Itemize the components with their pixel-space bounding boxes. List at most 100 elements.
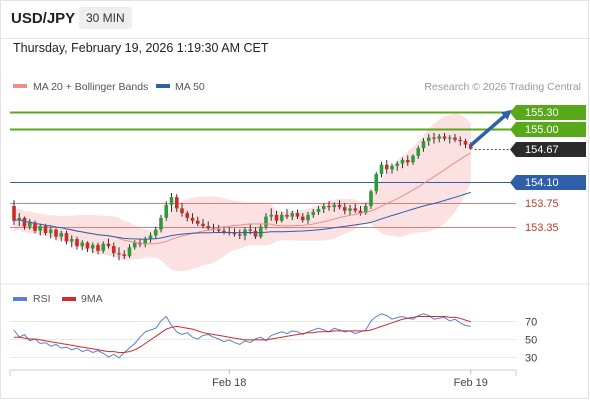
candle-body: [384, 164, 389, 170]
candle: [279, 211, 284, 223]
candle: [458, 136, 463, 146]
candle: [353, 203, 358, 214]
level-label-5: 153.35: [525, 222, 559, 234]
candle: [269, 208, 274, 221]
ma50-line: [13, 191, 471, 240]
timestamp: Thursday, February 19, 2026 1:19:30 AM C…: [13, 41, 269, 55]
candle-body: [222, 230, 226, 232]
x-axis-ticks: Feb 18 Feb 19: [212, 370, 488, 389]
candle: [80, 240, 85, 251]
candle-body: [390, 165, 394, 170]
candle-body: [143, 239, 148, 245]
x-tick-label: Feb 19: [454, 377, 488, 389]
candle: [159, 214, 163, 233]
timeframe-badge[interactable]: 30 MIN: [79, 7, 132, 29]
candle-body: [127, 247, 132, 257]
candle: [295, 209, 300, 219]
level-label-0: 155.30: [525, 107, 559, 119]
candle: [201, 218, 205, 229]
rsi-tick-label: 70: [525, 317, 537, 329]
candle-body: [416, 148, 421, 156]
candle-body: [80, 242, 85, 247]
candle: [395, 161, 400, 171]
candle-body: [285, 214, 289, 217]
candle: [321, 203, 326, 214]
ma50-legend-label: MA 50: [175, 81, 205, 93]
candle: [117, 247, 121, 261]
candle-body: [426, 137, 431, 142]
candle-body: [216, 229, 221, 231]
candle: [300, 213, 305, 223]
candle-body: [106, 243, 111, 247]
candle: [264, 213, 268, 230]
candle: [185, 210, 190, 222]
candle-body: [337, 204, 342, 208]
candle-body: [85, 242, 90, 249]
candle-body: [395, 163, 400, 166]
symbol-title: USD/JPY: [11, 10, 76, 27]
level-tag-pointer-3: [510, 175, 516, 190]
candle: [363, 203, 368, 215]
candle-body: [306, 214, 310, 221]
level-tag-pointer-1: [510, 122, 516, 137]
candle-body: [264, 216, 268, 227]
candle-body: [463, 141, 468, 145]
candle: [327, 201, 331, 211]
candle: [111, 242, 116, 257]
candle: [64, 230, 69, 245]
candle: [195, 216, 200, 227]
level-tag-bg-3: [516, 175, 586, 190]
candle-body: [279, 214, 284, 221]
level-label-2: 154.67: [525, 144, 559, 156]
candle-body: [453, 137, 457, 140]
candle-body: [442, 136, 447, 139]
candle: [290, 210, 295, 221]
candle: [101, 241, 106, 254]
candle: [237, 229, 242, 240]
candle: [306, 211, 310, 224]
candle: [122, 250, 127, 260]
candle-body: [96, 244, 100, 251]
candle: [54, 228, 58, 241]
candle-body: [295, 213, 300, 217]
candle-body: [358, 210, 363, 214]
candle: [384, 159, 389, 174]
candle: [337, 200, 342, 210]
candle: [148, 232, 153, 243]
candle-body: [153, 229, 158, 236]
ma20-legend-swatch: [13, 84, 27, 88]
candle-body: [111, 246, 116, 254]
candle-body: [321, 206, 326, 209]
rsi-tick-label: 30: [525, 353, 537, 365]
candle: [374, 171, 379, 195]
candle: [22, 216, 27, 230]
candle: [342, 203, 347, 215]
rsi-legend-label: RSI: [33, 293, 51, 305]
candle-body: [75, 239, 79, 247]
candle: [426, 134, 431, 146]
candle-body: [148, 235, 153, 240]
rsi-ma-line: [14, 316, 471, 353]
level-tag-pointer-0: [510, 105, 516, 120]
candle-body: [190, 217, 195, 221]
level-label-3: 154.10: [525, 177, 559, 189]
candle: [447, 135, 452, 144]
level-tag-bg-1: [516, 122, 586, 137]
candle: [332, 202, 337, 212]
ma20-legend-label: MA 20 + Bollinger Bands: [33, 81, 148, 93]
candle: [369, 189, 373, 209]
candle-body: [348, 208, 352, 211]
candle-body: [43, 226, 48, 234]
candle-body: [342, 207, 347, 211]
trend-arrow: [468, 109, 512, 148]
candle-body: [101, 243, 106, 251]
candle-body: [22, 217, 27, 227]
candle-body: [64, 233, 69, 242]
candle: [400, 157, 405, 169]
candle: [442, 132, 447, 142]
bollinger-band: [14, 113, 471, 272]
candle: [348, 204, 352, 215]
candle: [390, 163, 394, 174]
candle: [169, 193, 174, 212]
candle: [96, 242, 100, 255]
